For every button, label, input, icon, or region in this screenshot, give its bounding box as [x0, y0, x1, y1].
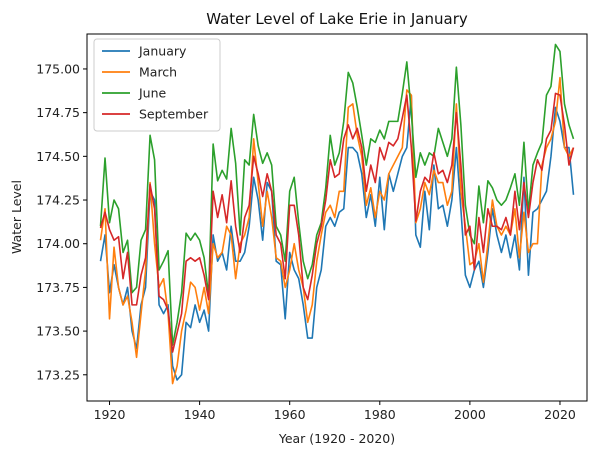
series-line-march: [99, 76, 575, 385]
x-tick-label: 1980: [364, 407, 396, 422]
plot-frame: [86, 33, 588, 402]
y-tick-label: 175.00: [36, 61, 80, 76]
series-line-september: [99, 92, 575, 353]
y-tick-label: 174.50: [36, 149, 80, 164]
y-tick-label: 174.25: [36, 193, 80, 208]
plot-lines: [99, 43, 575, 385]
y-axis-title: Water Level: [9, 180, 24, 254]
legend-box: [93, 38, 221, 132]
legend: January March June September: [93, 38, 221, 132]
y-tick-label: 173.75: [36, 280, 80, 295]
x-tick-label: 1960: [274, 407, 306, 422]
x-tick-label: 1940: [184, 407, 216, 422]
series-line-june: [99, 43, 575, 346]
legend-label-march: March: [139, 65, 177, 80]
x-tick-label: 2020: [544, 407, 576, 422]
legend-label-september: September: [139, 107, 209, 122]
y-tick-label: 173.25: [36, 367, 80, 382]
y-tick-label: 174.00: [36, 236, 80, 251]
y-axis: 173.25 173.50 173.75 174.00 174.25 174.50 174.…: [36, 61, 87, 382]
y-tick-label: 174.75: [36, 105, 80, 120]
x-axis: 1920 1940 1960 1980 2000 2020: [94, 401, 576, 422]
legend-label-january: January: [138, 44, 187, 59]
legend-label-june: June: [138, 86, 167, 101]
x-axis-title: Year (1920 - 2020): [278, 431, 395, 446]
x-tick-label: 2000: [454, 407, 486, 422]
series-line-january: [99, 94, 575, 381]
x-tick-label: 1920: [94, 407, 126, 422]
y-tick-label: 173.50: [36, 324, 80, 339]
chart-title: Water Level of Lake Erie in January: [206, 10, 468, 28]
